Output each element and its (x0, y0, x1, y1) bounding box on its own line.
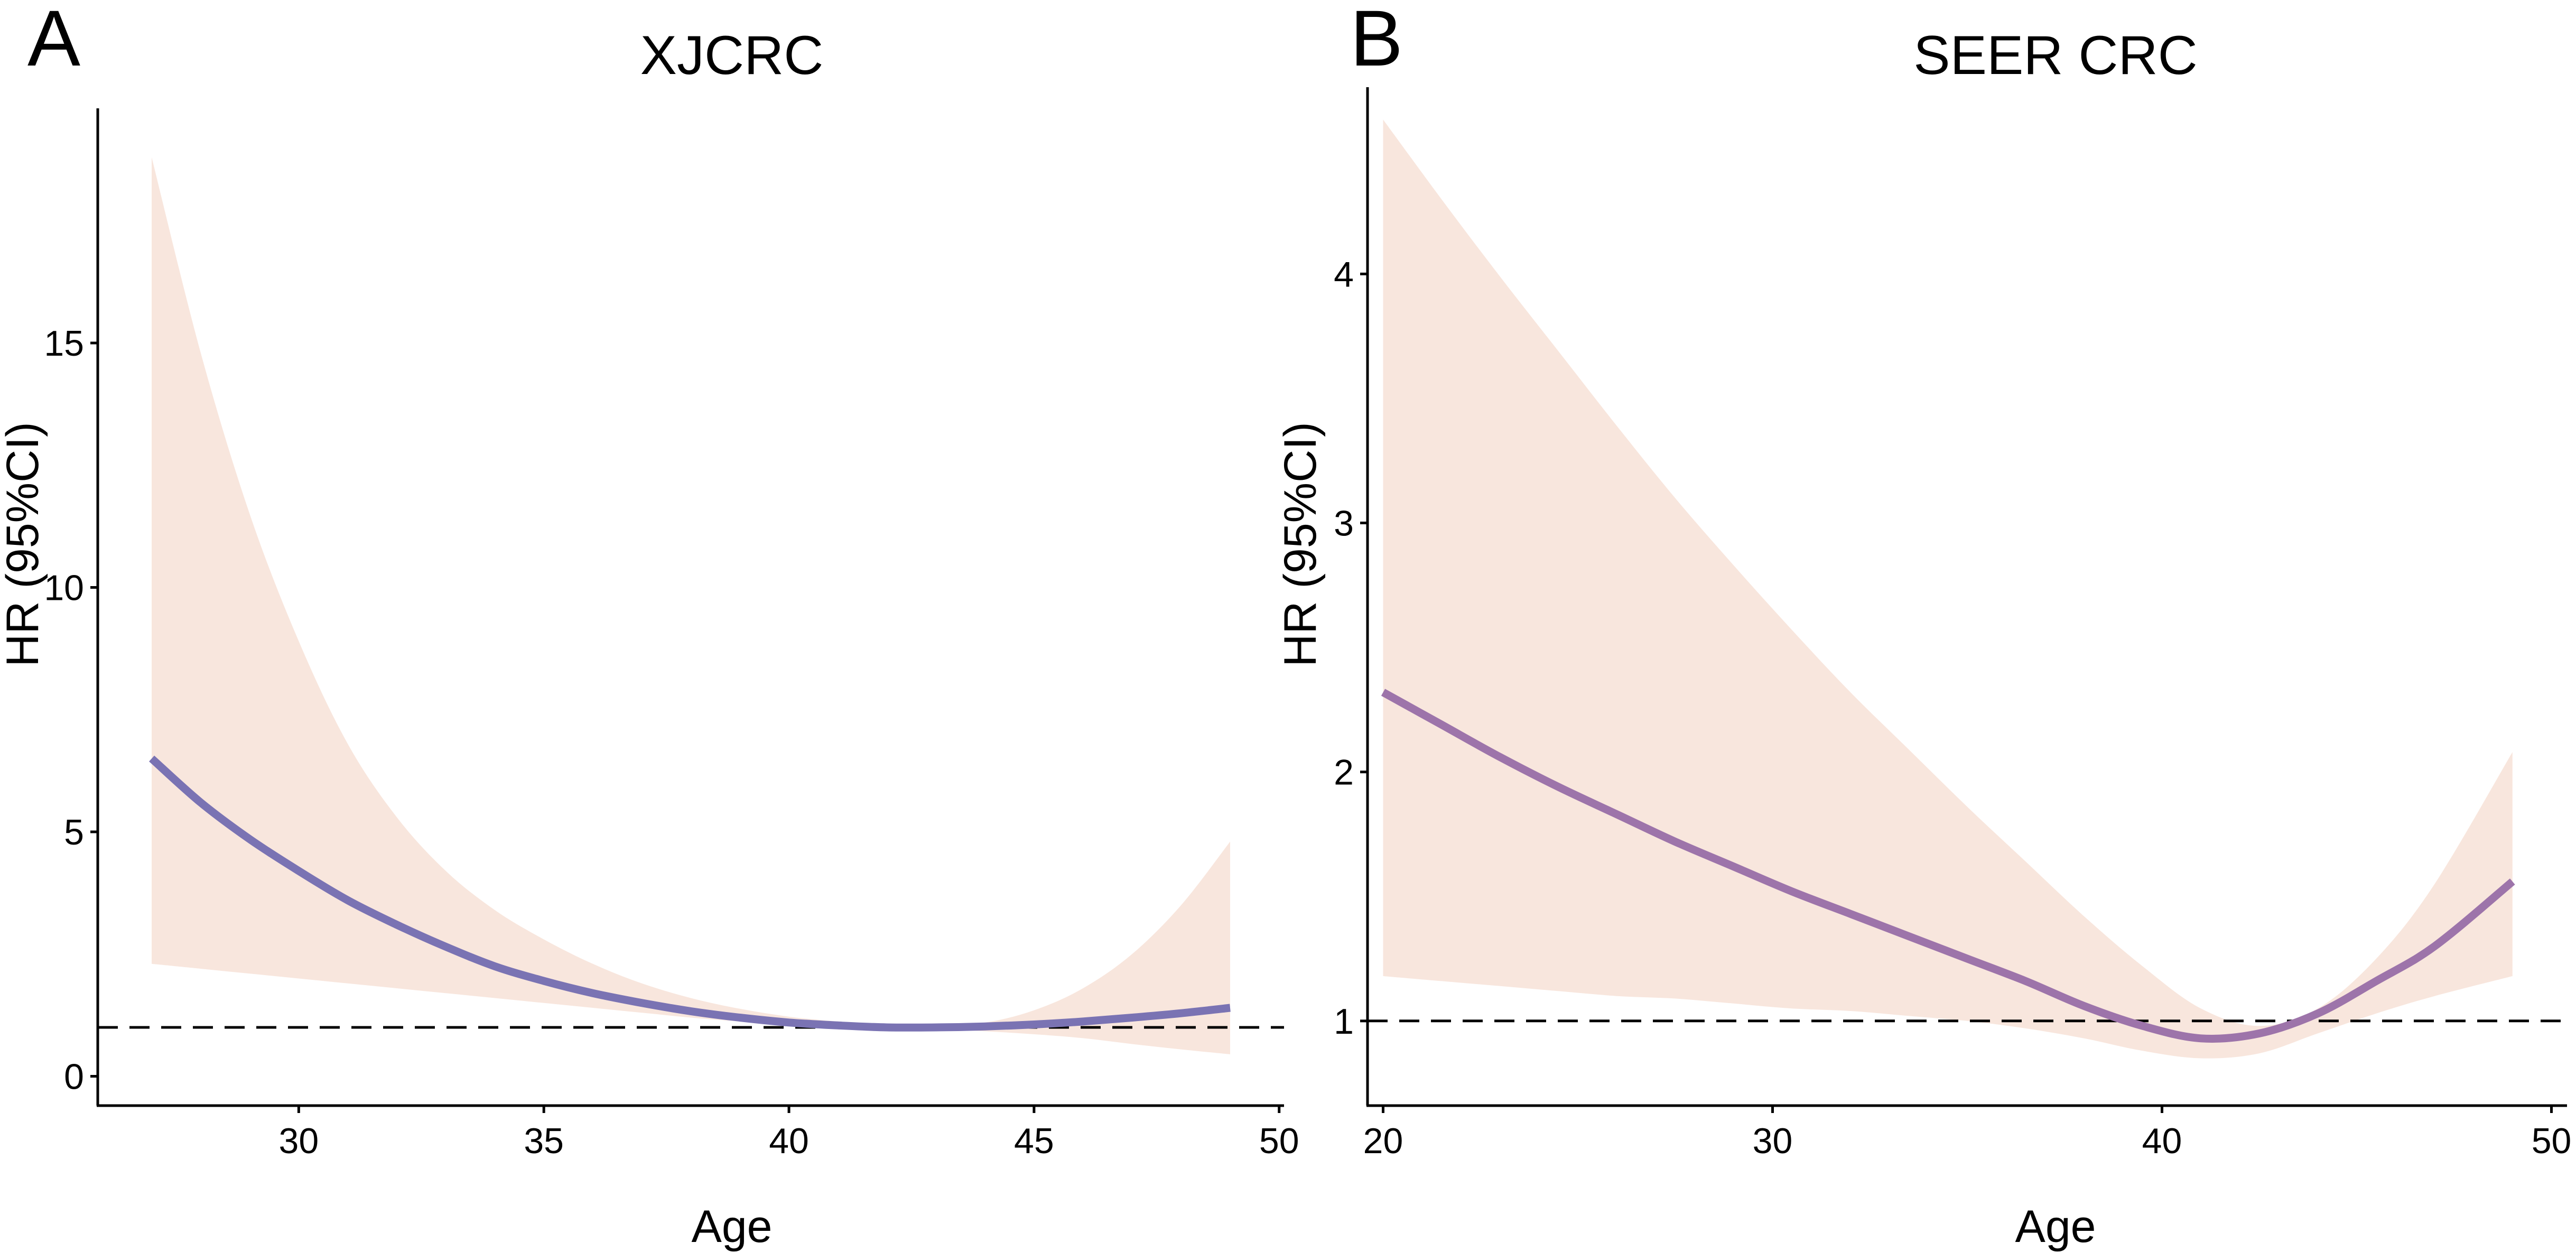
panel-b-y-tick-label: 4 (1334, 254, 1354, 294)
panel-a-letter: A (27, 0, 80, 82)
panel-a-y-tick-label: 15 (44, 323, 84, 364)
panel-a-x-tick-label: 35 (524, 1121, 564, 1161)
panel-b-plot-area: 1 2 3 4 20 30 40 50 (1334, 87, 2571, 1161)
panel-a-plot-area: 0 5 10 15 30 35 40 45 50 (44, 108, 1299, 1161)
panel-a-ci-band (152, 157, 1230, 1054)
panel-b-letter: B (1350, 0, 1403, 82)
panel-b-y-tick-label: 3 (1334, 504, 1354, 544)
panel-a-x-tick-label: 40 (769, 1121, 809, 1161)
panel-a: A XJCRC 0 5 10 15 30 35 40 45 50 Age HR (95%CI) (0, 0, 1299, 1252)
panel-b-y-axis-label: HR (95%CI) (1275, 422, 1326, 667)
panel-b-x-axis-label: Age (2015, 1201, 2096, 1252)
panel-b-y-tick-label: 1 (1334, 1001, 1354, 1042)
panel-a-x-tick-label: 50 (1259, 1121, 1299, 1161)
panel-a-x-tick-label: 45 (1014, 1121, 1054, 1161)
panel-a-y-tick-label: 5 (64, 812, 84, 852)
panel-a-y-tick-label: 0 (64, 1057, 84, 1097)
panel-b-ci-band (1383, 119, 2513, 1059)
panel-b-title: SEER CRC (1913, 25, 2197, 86)
panel-b-hr-curve (1381, 689, 2515, 1043)
panel-b-x-tick-label: 30 (1753, 1121, 1793, 1161)
panel-a-y-tick-label: 10 (44, 568, 84, 608)
panel-b-y-tick-label: 2 (1334, 753, 1354, 793)
panel-a-x-tick-label: 30 (279, 1121, 319, 1161)
panel-a-y-axis-label: HR (95%CI) (0, 422, 48, 667)
panel-b-x-tick-label: 50 (2532, 1121, 2572, 1161)
panel-b-x-tick-label: 20 (1363, 1121, 1403, 1161)
panel-b: B SEER CRC 1 2 3 4 20 30 40 50 Age HR (95%CI) (1275, 0, 2571, 1252)
panel-a-title: XJCRC (640, 25, 824, 86)
panel-a-hr-curve (149, 755, 1231, 1032)
panel-a-x-axis-label: Age (691, 1201, 772, 1252)
panel-b-x-tick-label: 40 (2142, 1121, 2182, 1161)
